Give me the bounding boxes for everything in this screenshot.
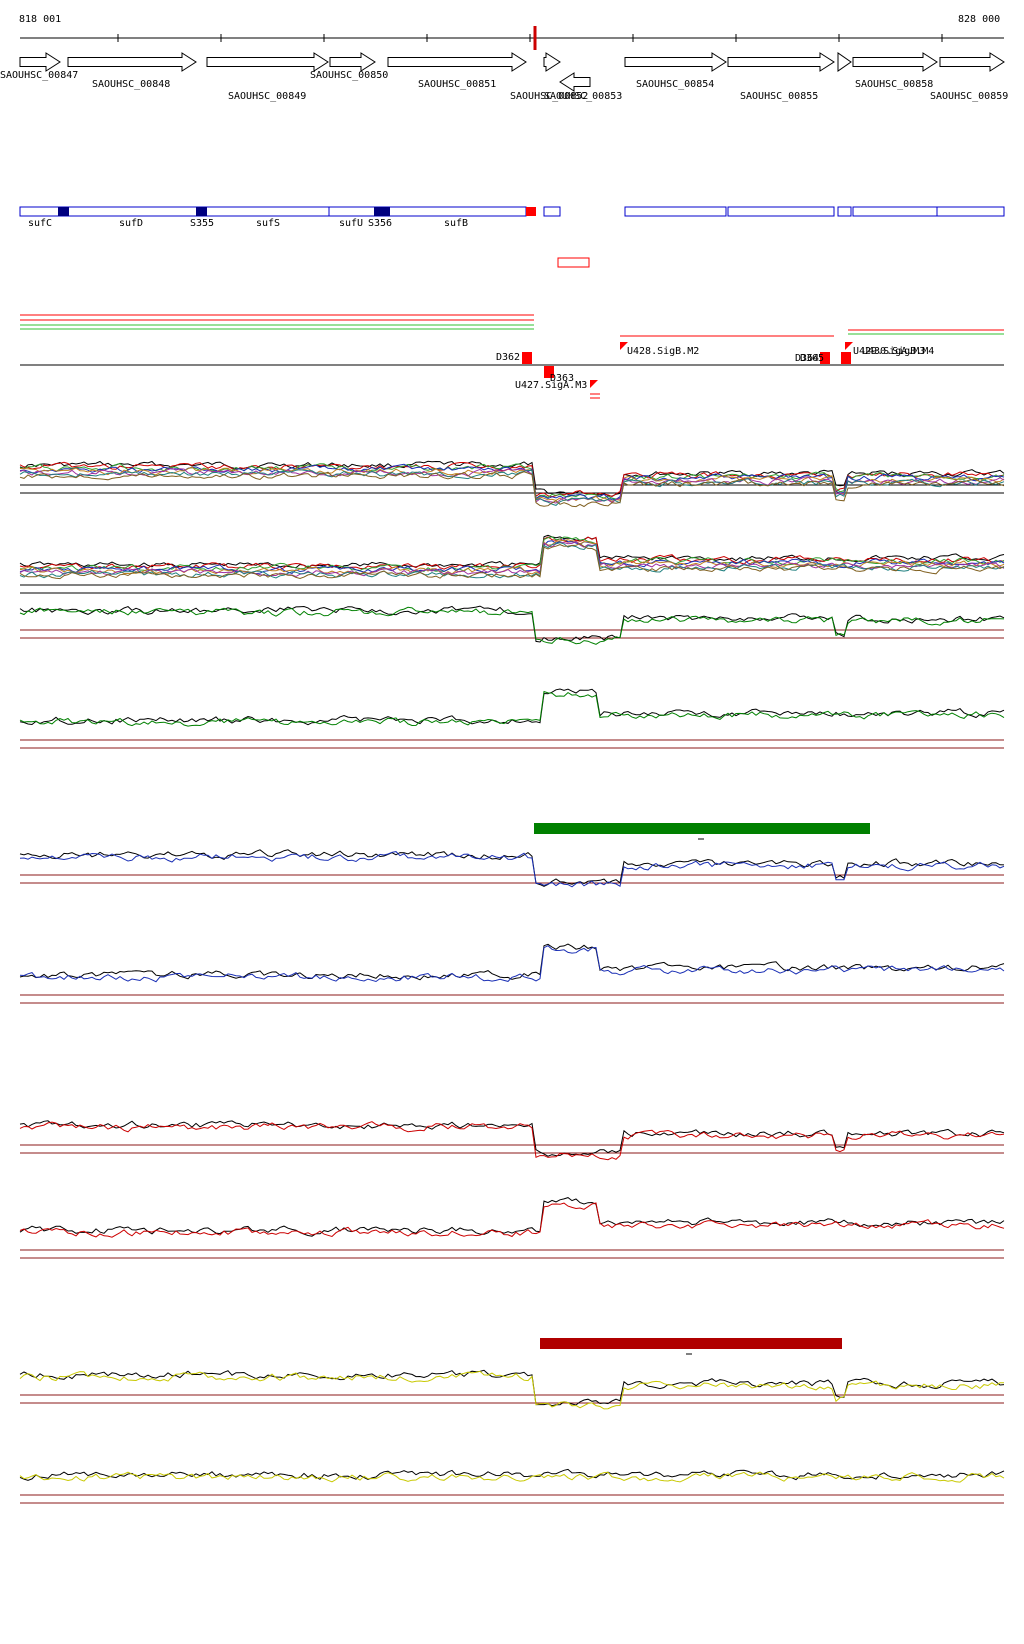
operon-track: sufC sufD S355 sufS sufU S356 sufB <box>19 206 1005 268</box>
gene-label: SAOUHSC_00847 <box>0 70 78 81</box>
red-segment-bar <box>540 1338 842 1349</box>
gene-saouhsc-00850[interactable]: SAOUHSC_00850 <box>310 52 388 81</box>
operon-label: sufB <box>444 218 468 229</box>
gene-saouhsc-00851[interactable]: SAOUHSC_00851 <box>387 52 527 90</box>
gene-saouhsc-00858[interactable]: SAOUHSC_00858 <box>852 52 938 90</box>
track-multi-condition-lower <box>19 534 1005 594</box>
promoter-label: D364 <box>795 353 819 364</box>
coordinate-ruler <box>20 26 1004 50</box>
gene-saouhsc-00853[interactable]: SAOUHSC_00853 <box>544 72 622 102</box>
gene-saouhsc-00849[interactable]: SAOUHSC_00849 <box>206 52 329 102</box>
promoter-label: U428.SigB.M2 <box>627 346 699 357</box>
gene-saouhsc-00855[interactable]: SAOUHSC_00855 <box>727 52 835 102</box>
promoter-label: U427.SigA.M3 <box>515 380 587 391</box>
gene-label: SAOUHSC_00851 <box>418 79 496 90</box>
track-yellow-strand-minus <box>19 1468 1005 1504</box>
gene-saouhsc-00854[interactable]: SAOUHSC_00854 <box>624 52 727 90</box>
promoter-label: D363 <box>550 373 574 384</box>
promoter-label: U429.SigA.M3 <box>853 346 925 357</box>
gene-label: SAOUHSC_00854 <box>636 79 714 90</box>
gene-label: SAOUHSC_00859 <box>930 91 1008 102</box>
gene-saouhsc-00847[interactable]: SAOUHSC_00847 <box>0 52 78 81</box>
track-yellow-strand-plus <box>19 1369 1005 1410</box>
promoter-label: D362 <box>496 352 520 363</box>
track-multi-condition-upper <box>19 460 1005 508</box>
operon-label: sufD <box>119 218 143 229</box>
track-red-strand-plus <box>19 1120 1005 1161</box>
operon-label: S356 <box>368 218 392 229</box>
gene-label: SAOUHSC_00849 <box>228 91 306 102</box>
operon-label: sufC <box>28 218 52 229</box>
gene-label: SAOUHSC_00853 <box>544 91 622 102</box>
gene-saouhsc-00859[interactable]: SAOUHSC_00859 <box>930 52 1008 102</box>
operon-label: sufU <box>339 218 363 229</box>
operon-label: S355 <box>190 218 214 229</box>
range-start-label: 818 001 <box>19 14 62 25</box>
gene-label: SAOUHSC_00848 <box>92 79 170 90</box>
gene-saouhsc-00848[interactable]: SAOUHSC_00848 <box>67 52 197 90</box>
gene-label: SAOUHSC_00855 <box>740 91 818 102</box>
gene-annotation-track: SAOUHSC_00847 SAOUHSC_00848 SAOUHSC_00849 S… <box>0 52 1008 102</box>
signal-tracks <box>19 460 1005 1504</box>
track-green-strand-plus <box>19 605 1005 645</box>
operon-label: sufS <box>256 218 280 229</box>
track-blue-strand-plus <box>19 849 1005 888</box>
gene-label: SAOUHSC_00850 <box>310 70 388 81</box>
green-segment-bar <box>534 823 870 834</box>
promoter-label: D365 <box>800 353 824 364</box>
gene-label: SAOUHSC_00852 <box>510 91 588 102</box>
track-blue-strand-minus <box>19 943 1005 1004</box>
gene-saouhsc-00852[interactable]: SAOUHSC_00852 <box>510 52 588 102</box>
gene-saouhsc-00856[interactable] <box>837 52 852 72</box>
promoter-label: U430.SigB.M4 <box>862 346 934 357</box>
gene-label: SAOUHSC_00858 <box>855 79 933 90</box>
track-red-strand-minus <box>19 1197 1005 1259</box>
track-green-strand-minus <box>19 688 1005 749</box>
range-end-label: 828 000 <box>958 14 1001 25</box>
